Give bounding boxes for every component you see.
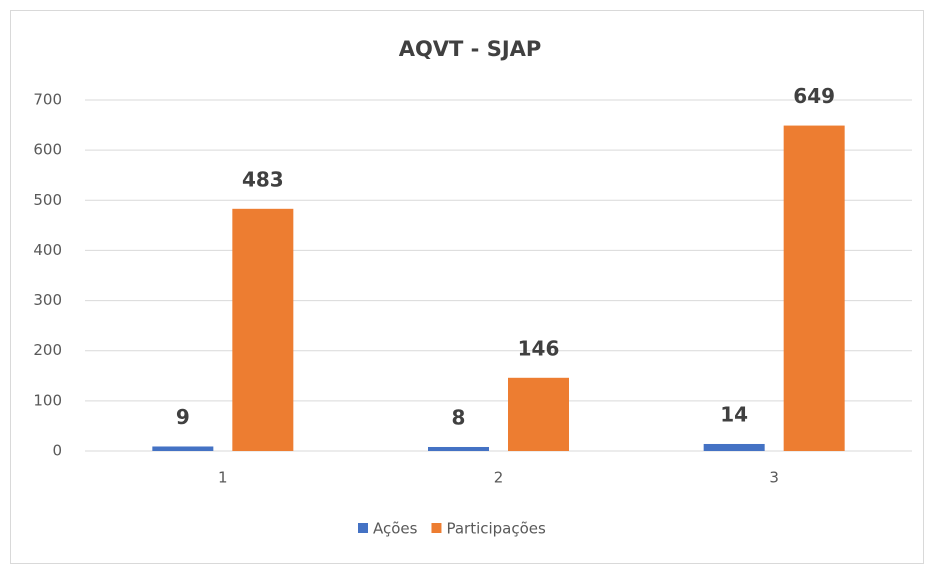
bar — [428, 446, 489, 451]
chart-border — [10, 10, 924, 564]
y-tick-label: 300 — [33, 291, 62, 309]
bar — [703, 443, 765, 451]
data-label: 9 — [176, 405, 190, 429]
bar — [508, 377, 569, 451]
bar — [783, 125, 845, 451]
x-tick-label: 3 — [769, 469, 779, 487]
data-label: 649 — [793, 84, 835, 108]
bar — [232, 208, 294, 451]
data-label: 146 — [518, 336, 560, 360]
data-label: 14 — [720, 402, 748, 426]
y-tick-label: 500 — [33, 191, 62, 209]
y-tick-label: 200 — [33, 341, 62, 359]
legend-swatch — [358, 523, 368, 533]
y-tick-label: 0 — [52, 442, 62, 460]
legend-label: Participações — [446, 520, 546, 538]
y-tick-label: 700 — [33, 91, 62, 109]
y-tick-label: 100 — [33, 391, 62, 409]
data-label: 483 — [242, 167, 284, 191]
y-tick-label: 400 — [33, 241, 62, 259]
legend-label: Ações — [373, 520, 418, 538]
y-tick-label: 600 — [33, 141, 62, 159]
chart-title: AQVT - SJAP — [399, 37, 542, 61]
x-tick-label: 1 — [218, 469, 228, 487]
bar — [152, 446, 214, 451]
x-tick-label: 2 — [494, 469, 504, 487]
data-label: 8 — [452, 405, 466, 429]
legend-swatch — [431, 523, 442, 533]
